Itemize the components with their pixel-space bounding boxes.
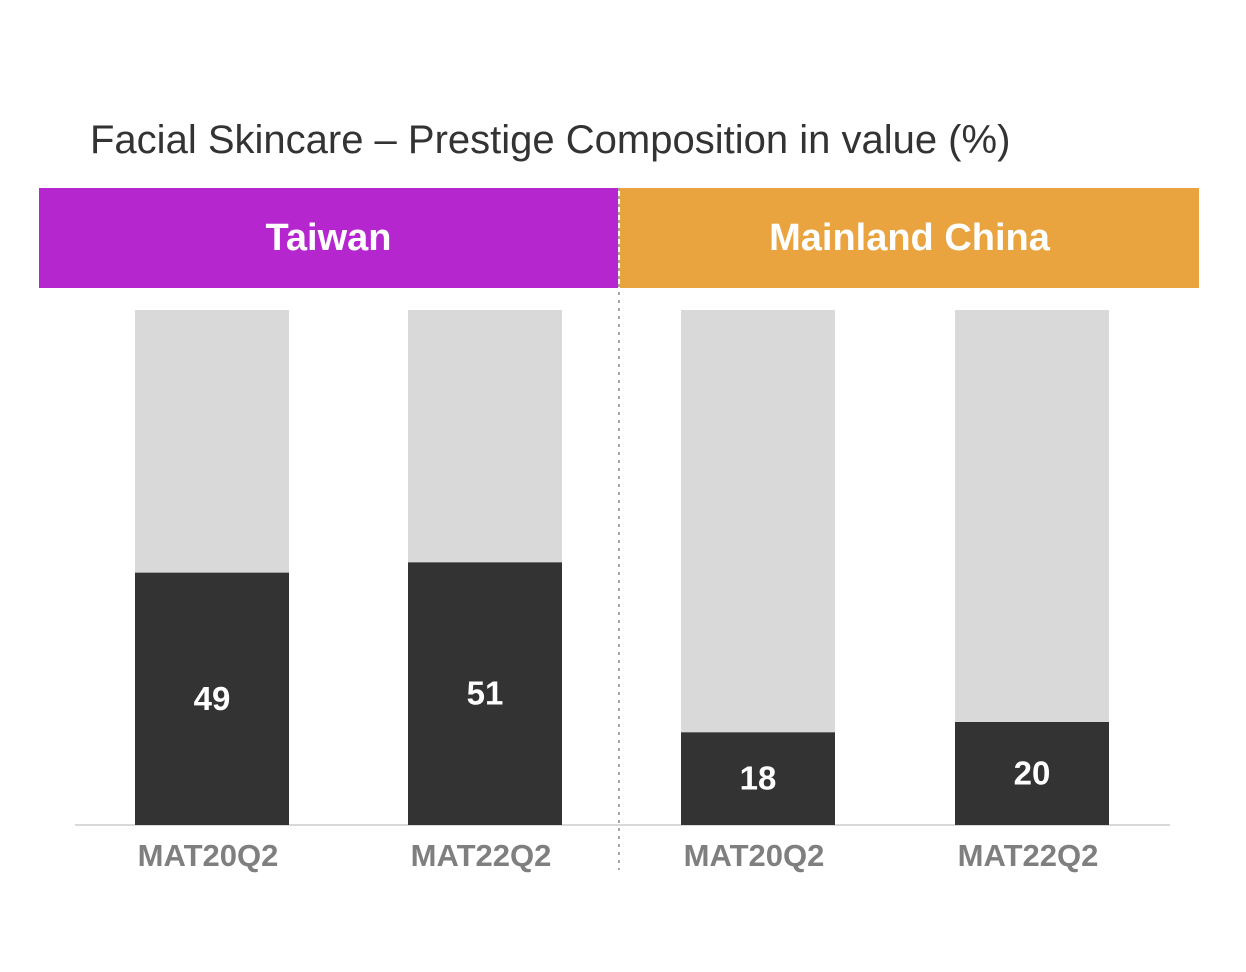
data-label-mainland-china-mat22q2: 20	[1014, 755, 1051, 792]
data-label-taiwan-mat22q2: 51	[467, 675, 504, 712]
x-tick-label-taiwan-mat20q2: MAT20Q2	[138, 838, 279, 873]
bar-taiwan-mat20q2	[135, 572, 289, 825]
x-tick-label-taiwan-mat22q2: MAT22Q2	[411, 838, 552, 873]
bar-remainder-taiwan-mat22q2	[408, 310, 562, 563]
data-label-mainland-china-mat20q2: 18	[740, 760, 777, 797]
region-header-mainland-china: Mainland China	[620, 188, 1199, 288]
data-label-taiwan-mat20q2: 49	[194, 680, 231, 717]
bars: 49 MAT20Q2 51 MAT22Q2 18 MAT20Q2 20 MAT22Q2	[135, 310, 1109, 873]
bar-mainland-china-mat22q2	[955, 722, 1109, 825]
bar-mainland-china-mat20q2	[681, 732, 835, 825]
region-header-label: Mainland China	[769, 216, 1050, 259]
region-header-label: Taiwan	[265, 216, 392, 259]
chart-title: Facial Skincare – Prestige Composition i…	[90, 118, 1011, 162]
x-tick-label-mainland-china-mat20q2: MAT20Q2	[684, 838, 825, 873]
bar-remainder-mainland-china-mat22q2	[955, 310, 1109, 722]
x-tick-label-mainland-china-mat22q2: MAT22Q2	[958, 838, 1099, 873]
bar-taiwan-mat22q2	[408, 562, 562, 825]
region-header-taiwan: Taiwan	[39, 188, 618, 288]
bar-remainder-mainland-china-mat20q2	[681, 310, 835, 733]
bar-remainder-taiwan-mat20q2	[135, 310, 289, 573]
